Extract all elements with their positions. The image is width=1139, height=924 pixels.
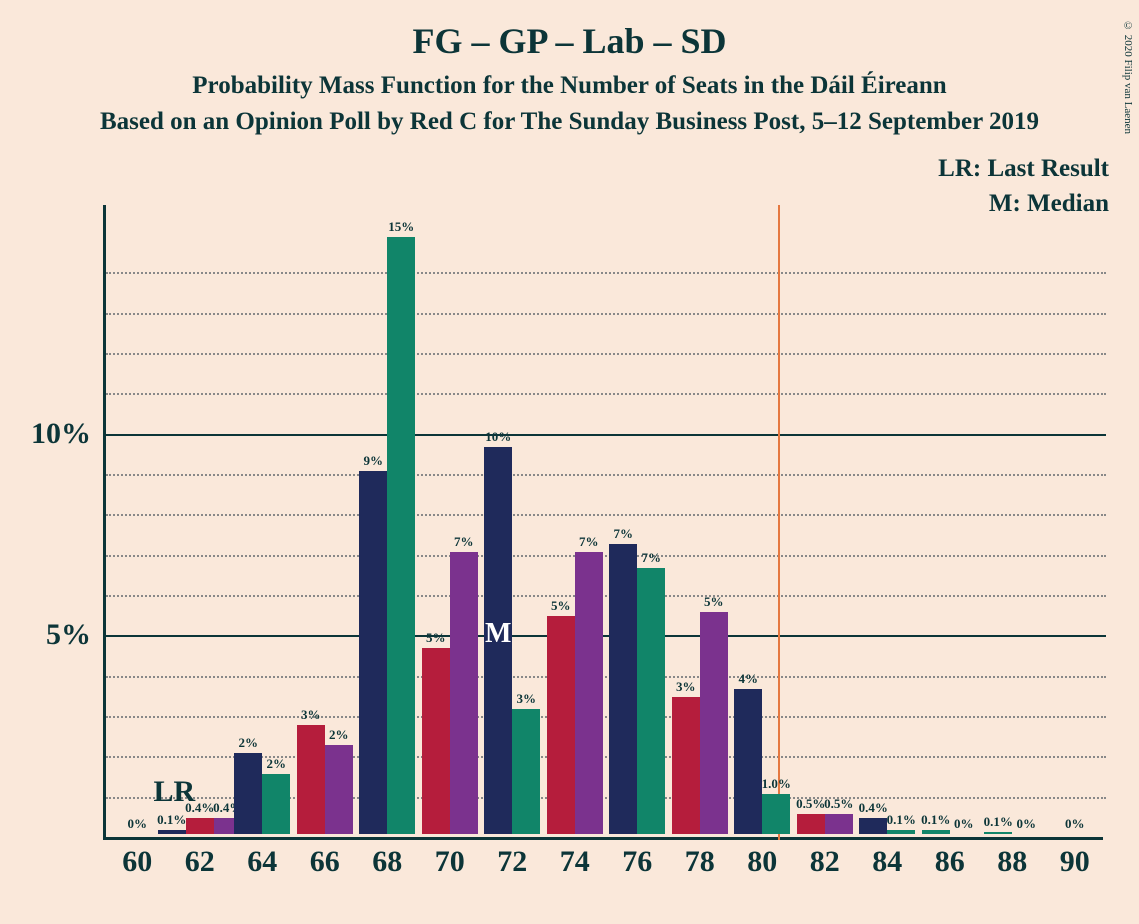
x-axis-label: 72 bbox=[497, 845, 527, 879]
bar bbox=[186, 818, 214, 834]
y-axis-label: 5% bbox=[46, 618, 91, 652]
bar-value-label: 7% bbox=[614, 526, 634, 542]
x-axis-label: 70 bbox=[435, 845, 465, 879]
gridline-minor bbox=[106, 555, 1106, 557]
bar-value-label: 2% bbox=[239, 735, 259, 751]
bar-value-label: 0.4% bbox=[859, 800, 888, 816]
gridline-minor bbox=[106, 474, 1106, 476]
x-axis-label: 78 bbox=[685, 845, 715, 879]
x-axis-label: 74 bbox=[560, 845, 590, 879]
x-axis-label: 62 bbox=[185, 845, 215, 879]
gridline-minor bbox=[106, 676, 1106, 678]
x-axis-label: 90 bbox=[1060, 845, 1090, 879]
bar-value-label: 0.1% bbox=[984, 814, 1013, 830]
x-axis-label: 68 bbox=[372, 845, 402, 879]
bar bbox=[825, 814, 853, 834]
gridline-major bbox=[106, 434, 1106, 436]
bar bbox=[158, 830, 186, 834]
bar bbox=[637, 568, 665, 834]
x-axis-label: 76 bbox=[622, 845, 652, 879]
bar bbox=[450, 552, 478, 834]
gridline-minor bbox=[106, 595, 1106, 597]
x-axis-label: 60 bbox=[122, 845, 152, 879]
bar-value-label: 3% bbox=[517, 691, 537, 707]
gridline-minor bbox=[106, 353, 1106, 355]
bar-value-label: 0.1% bbox=[157, 812, 186, 828]
bar-value-label: 0.1% bbox=[921, 812, 950, 828]
bar bbox=[387, 237, 415, 834]
bar-value-label: 15% bbox=[388, 219, 414, 235]
x-axis-label: 88 bbox=[997, 845, 1027, 879]
bar bbox=[234, 753, 262, 834]
bar-value-label: 0.5% bbox=[824, 796, 853, 812]
bar-value-label: 3% bbox=[301, 707, 321, 723]
bar bbox=[859, 818, 887, 834]
gridline-minor bbox=[106, 313, 1106, 315]
bar bbox=[762, 794, 790, 834]
x-axis-label: 84 bbox=[872, 845, 902, 879]
chart-container: © 2020 Filip van Laenen FG – GP – Lab – … bbox=[0, 0, 1139, 924]
x-axis-label: 82 bbox=[810, 845, 840, 879]
gridline-minor bbox=[106, 393, 1106, 395]
gridline-minor bbox=[106, 716, 1106, 718]
bar bbox=[922, 830, 950, 834]
median-vertical-line bbox=[778, 205, 780, 840]
bar-value-label: 7% bbox=[642, 550, 662, 566]
gridline-minor bbox=[106, 272, 1106, 274]
bar bbox=[887, 830, 915, 834]
chart-area: 5%10%606264666870727476788082848688900%0… bbox=[103, 205, 1103, 840]
x-axis-label: 64 bbox=[247, 845, 277, 879]
bar-value-label: 0.1% bbox=[887, 812, 916, 828]
bar bbox=[512, 709, 540, 834]
gridline-minor bbox=[106, 514, 1106, 516]
x-axis-label: 66 bbox=[310, 845, 340, 879]
median-marker: M bbox=[485, 618, 511, 650]
bar bbox=[325, 745, 353, 834]
bar bbox=[297, 725, 325, 834]
bar bbox=[422, 648, 450, 834]
bar-value-label: 0% bbox=[128, 816, 148, 832]
bar bbox=[700, 612, 728, 834]
x-axis-label: 86 bbox=[935, 845, 965, 879]
bar-value-label: 0% bbox=[1065, 816, 1085, 832]
bar bbox=[672, 697, 700, 834]
bar bbox=[984, 832, 1012, 834]
bar-value-label: 4% bbox=[739, 671, 759, 687]
bar bbox=[359, 471, 387, 834]
bar-value-label: 7% bbox=[579, 534, 599, 550]
bar-value-label: 0% bbox=[954, 816, 974, 832]
bar bbox=[262, 774, 290, 835]
bar-value-label: 5% bbox=[551, 598, 571, 614]
chart-subtitle-1: Probability Mass Function for the Number… bbox=[0, 72, 1139, 100]
bar-value-label: 2% bbox=[267, 756, 287, 772]
bar bbox=[547, 616, 575, 834]
bar-value-label: 7% bbox=[454, 534, 474, 550]
bar-value-label: 5% bbox=[426, 630, 446, 646]
bar-value-label: 10% bbox=[485, 429, 511, 445]
bar bbox=[575, 552, 603, 834]
bar-value-label: 0.5% bbox=[796, 796, 825, 812]
x-axis-label: 80 bbox=[747, 845, 777, 879]
chart-subtitle-2: Based on an Opinion Poll by Red C for Th… bbox=[0, 108, 1139, 136]
lr-marker: LR bbox=[154, 775, 196, 809]
bar-value-label: 2% bbox=[329, 727, 349, 743]
bar bbox=[734, 689, 762, 834]
bar bbox=[609, 544, 637, 834]
bar-value-label: 3% bbox=[676, 679, 696, 695]
chart-title: FG – GP – Lab – SD bbox=[0, 20, 1139, 62]
bar-value-label: 9% bbox=[364, 453, 384, 469]
bar-value-label: 0% bbox=[1017, 816, 1037, 832]
gridline-major bbox=[106, 635, 1106, 637]
bar-value-label: 1.0% bbox=[762, 776, 791, 792]
bar bbox=[797, 814, 825, 834]
legend-lr: LR: Last Result bbox=[938, 155, 1109, 183]
bar-value-label: 5% bbox=[704, 594, 724, 610]
plot-area: 5%10%606264666870727476788082848688900%0… bbox=[103, 205, 1103, 840]
y-axis-label: 10% bbox=[31, 417, 91, 451]
